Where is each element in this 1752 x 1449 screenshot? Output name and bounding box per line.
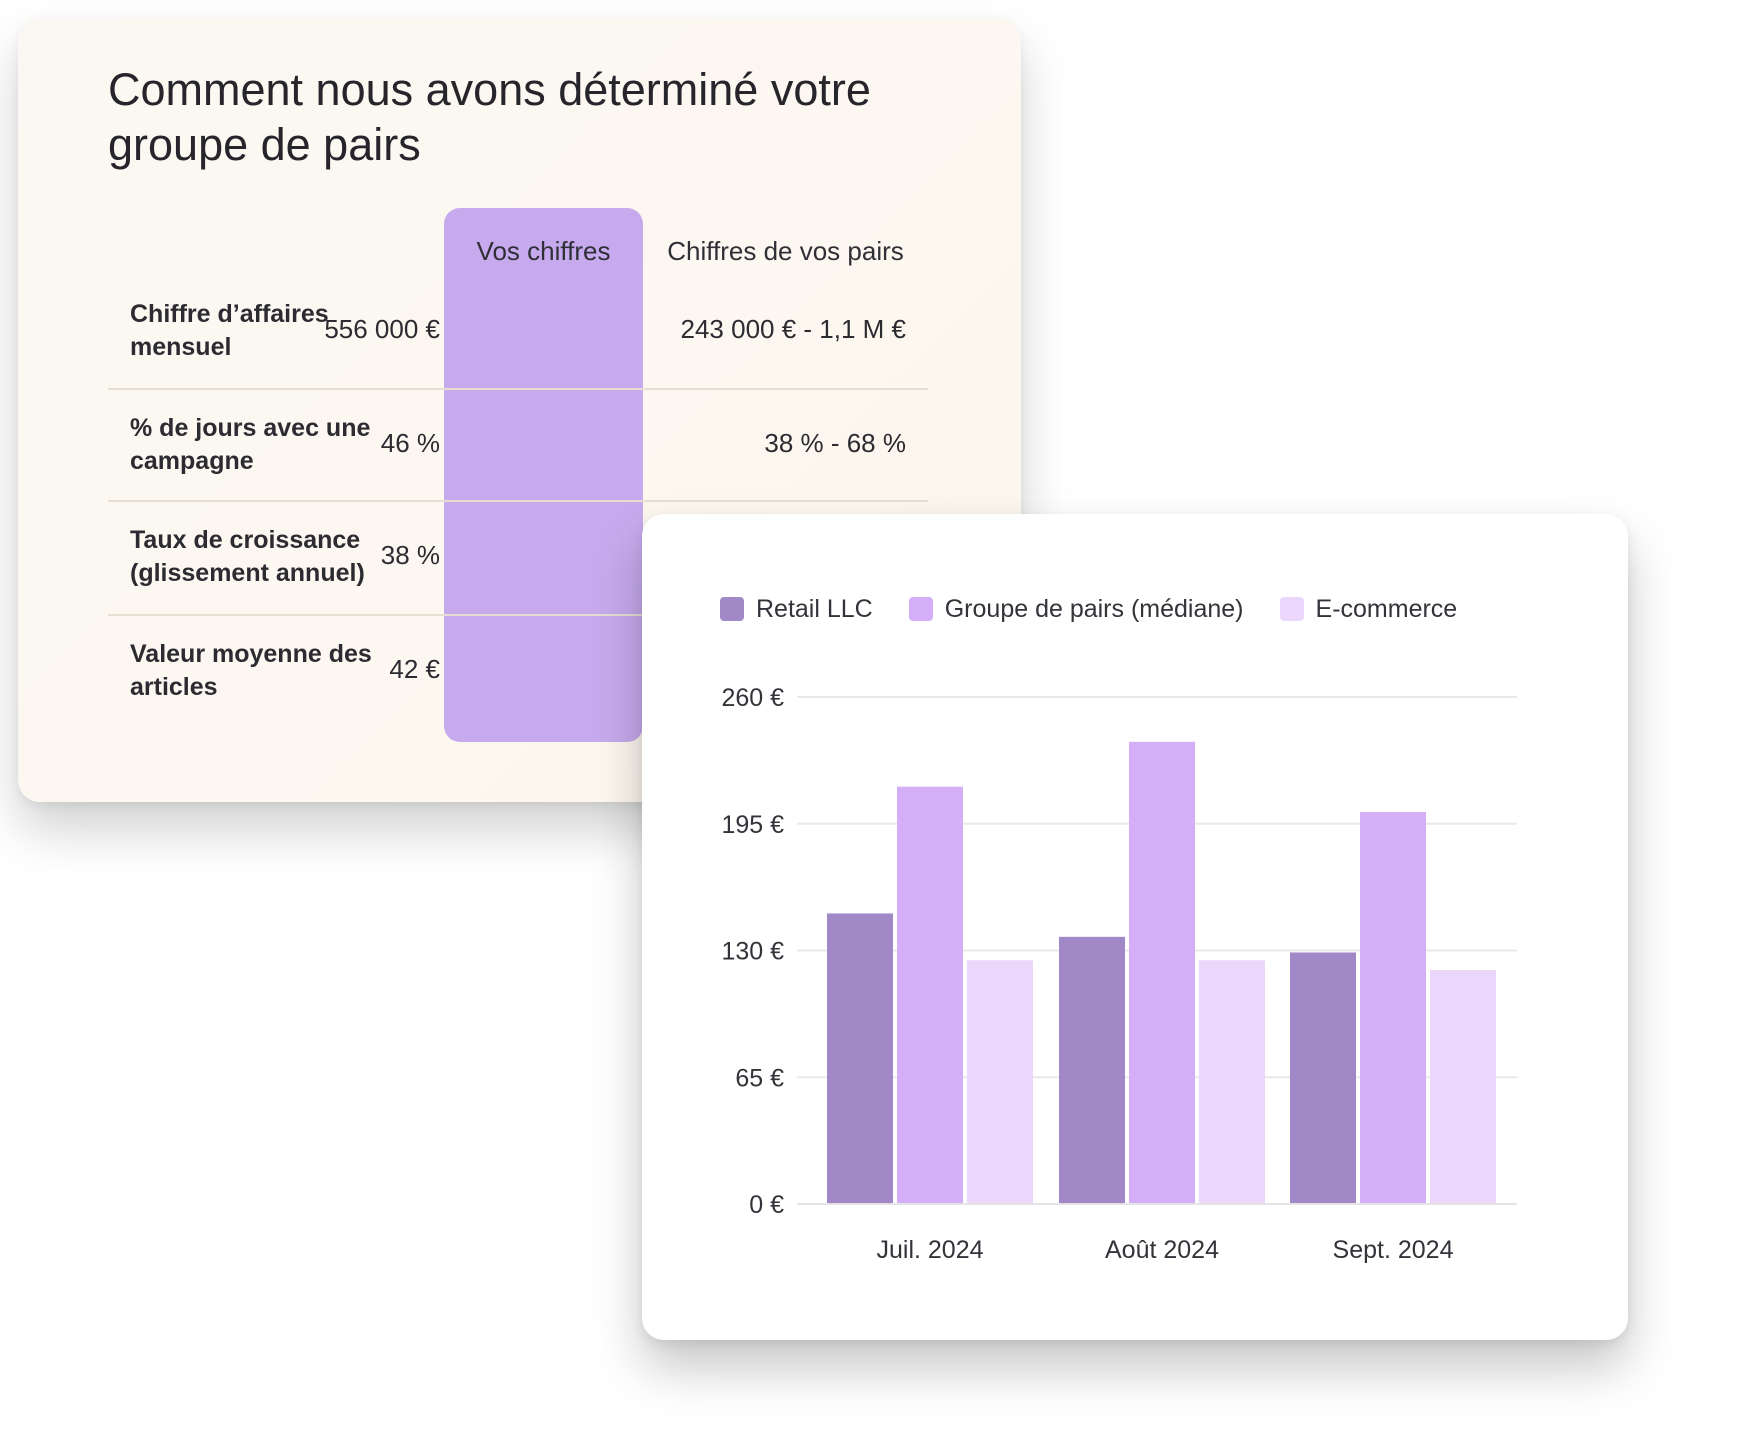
row-label: Valeur moyenne des articles [130,640,372,701]
y-tick-label: 130 € [721,938,784,966]
x-tick-label: Juil. 2024 [876,1236,983,1264]
row-divider [108,500,928,502]
table-row: % de jours avec une campagne 46 % 38 % -… [108,390,928,500]
legend-swatch [908,597,933,621]
row-your-value: 42 € [389,654,440,684]
table-row: Valeur moyenne des articles 42 € [108,616,928,728]
y-tick-label: 195 € [721,811,784,839]
card-title: Comment nous avons déterminé votre group… [108,64,871,170]
legend-swatch [1279,597,1304,621]
your-figures-column-highlight [444,208,643,742]
row-peer-range: 243 000 € - 1,1 M € [680,314,906,344]
row-label: Taux de croissance (glissement annuel) [130,526,365,587]
x-tick-label: Août 2024 [1105,1236,1219,1264]
y-tick-label: 260 € [721,684,784,712]
legend-swatch [720,597,744,621]
row-divider [108,388,928,390]
row-peer-range: 38 % - 68 % [764,428,906,458]
legend-item: Retail LLC [720,594,873,624]
bar [827,913,893,1204]
bar [1430,970,1496,1204]
bar [1059,936,1125,1204]
table-row: Taux de croissance (glissement annuel) 3… [108,502,928,614]
row-your-value: 38 % [380,540,440,570]
legend-item: E-commerce [1279,594,1458,624]
y-tick-label: 65 € [735,1064,784,1092]
legend-label: Retail LLC [756,595,873,623]
column-header-peer-figures: Chiffres de vos pairs [667,236,904,266]
column-header-your-figures: Vos chiffres [476,236,611,266]
legend-label: E-commerce [1315,595,1458,623]
bar [1199,960,1265,1204]
bar [967,960,1033,1204]
bar [1360,812,1426,1204]
x-tick-label: Sept. 2024 [1333,1236,1454,1264]
row-your-value: 46 % [380,428,440,458]
y-tick-label: 0 € [749,1191,784,1219]
row-your-value: 556 000 € [324,314,440,344]
bar [1129,741,1195,1204]
row-divider [108,614,928,616]
table-row: Chiffre d’affaires mensuel 556 000 € 243… [108,278,928,388]
legend-item: Groupe de pairs (médiane) [908,594,1244,624]
legend-label: Groupe de pairs (médiane) [944,595,1244,623]
peer-group-card: Comment nous avons déterminé votre group… [18,18,1021,802]
row-label: % de jours avec une campagne [130,414,371,475]
bar-chart-card: Retail LLC Groupe de pairs (médiane) E-c… [642,514,1628,1340]
bar-chart: 0 € 65 € 130 € 195 € 260 € Juil. 2024 Août 202… [721,684,1517,1264]
chart-legend: Retail LLC Groupe de pairs (médiane) E-c… [720,594,1493,624]
row-label: Chiffre d’affaires mensuel [130,300,329,361]
bar [897,786,963,1204]
bar [1290,952,1356,1204]
